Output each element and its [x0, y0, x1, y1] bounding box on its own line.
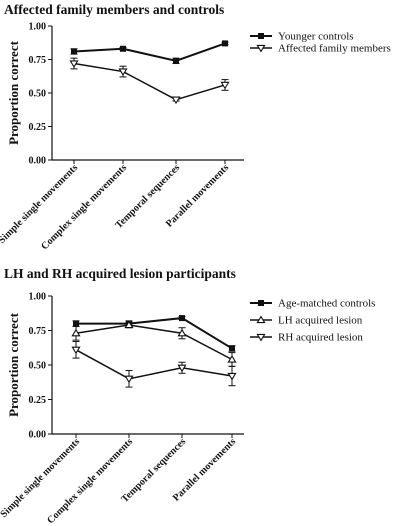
chart-b-series-0-point: [73, 320, 79, 327]
chart-a-legend-swatch-marker: [256, 44, 266, 53]
chart-a-y-tick-label: 0.50: [29, 89, 47, 100]
chart-a-series-1-point: [118, 68, 128, 77]
chart-a-legend-label: Younger controls: [278, 31, 354, 43]
chart-b-legend-label: LH acquired lesion: [278, 315, 363, 327]
chart-a-legend-swatch-marker: [258, 33, 264, 39]
chart-a-series-0-line: [73, 42, 226, 62]
chart-a-y-tick-label: 1.00: [29, 22, 47, 33]
chart-a-series-0-point: [71, 48, 77, 55]
chart-a-series-0-point: [222, 40, 228, 47]
chart-b-y-tick-label: 0.50: [29, 361, 47, 372]
chart-b-series-2-line: [75, 349, 233, 380]
chart-a-series-1-point: [69, 60, 79, 68]
chart-b-y-axis-label: Proportion correct: [6, 312, 21, 417]
chart-b-series-2-point: [177, 364, 187, 373]
chart-b-legend-swatch-marker: [256, 315, 266, 324]
chart-b-y-tick-label: 0.25: [29, 395, 47, 406]
chart-b-y-tick-label: 0.75: [29, 326, 47, 337]
chart-a-series-1-point: [171, 96, 181, 105]
chart-a-y-tick-label: 0.75: [29, 55, 47, 66]
chart-b-legend-swatch-marker: [256, 333, 266, 342]
chart-b-y-tick-label: 1.00: [29, 292, 47, 303]
chart-b-series-2-point: [71, 346, 81, 355]
chart-b-legend-label: Age-matched controls: [278, 298, 375, 310]
chart-b-series-1-point: [227, 355, 237, 363]
chart-a-series-0-point: [173, 57, 179, 64]
chart-b-series-0-point: [179, 315, 185, 322]
chart-a-series-0-point: [120, 45, 126, 52]
chart-b-series-1-point: [177, 328, 187, 337]
chart-a-y-tick-label: 0.25: [29, 122, 47, 133]
chart-a-legend-label: Affected family members: [278, 43, 391, 55]
chart-a-series-1-line: [73, 62, 226, 101]
chart-b-legend-label: RH acquired lesion: [278, 332, 363, 344]
chart-a-title: Affected family members and controls: [4, 2, 225, 17]
chart-b-series-2-point: [227, 372, 237, 381]
chart-b-title: LH and RH acquired lesion participants: [4, 266, 236, 281]
chart-b-series-1-line: [75, 324, 233, 361]
chart-b-series-0-line: [76, 317, 233, 350]
chart-b-legend-swatch-marker: [258, 300, 264, 306]
chart-b-y-tick-label: 0.00: [29, 430, 47, 441]
chart-a-series-1-point: [220, 81, 230, 90]
chart-b-series-1-point: [71, 328, 81, 337]
chart-b-series-0-point: [229, 345, 235, 352]
chart-b-series-1-point: [124, 320, 134, 329]
chart-a-y-axis-label: Proportion correct: [6, 40, 21, 145]
chart-b-series-2-point: [124, 375, 134, 384]
chart-b-x-tick-label: Complex single movements: [45, 436, 135, 526]
chart-a-y-tick-label: 0.00: [29, 156, 47, 167]
